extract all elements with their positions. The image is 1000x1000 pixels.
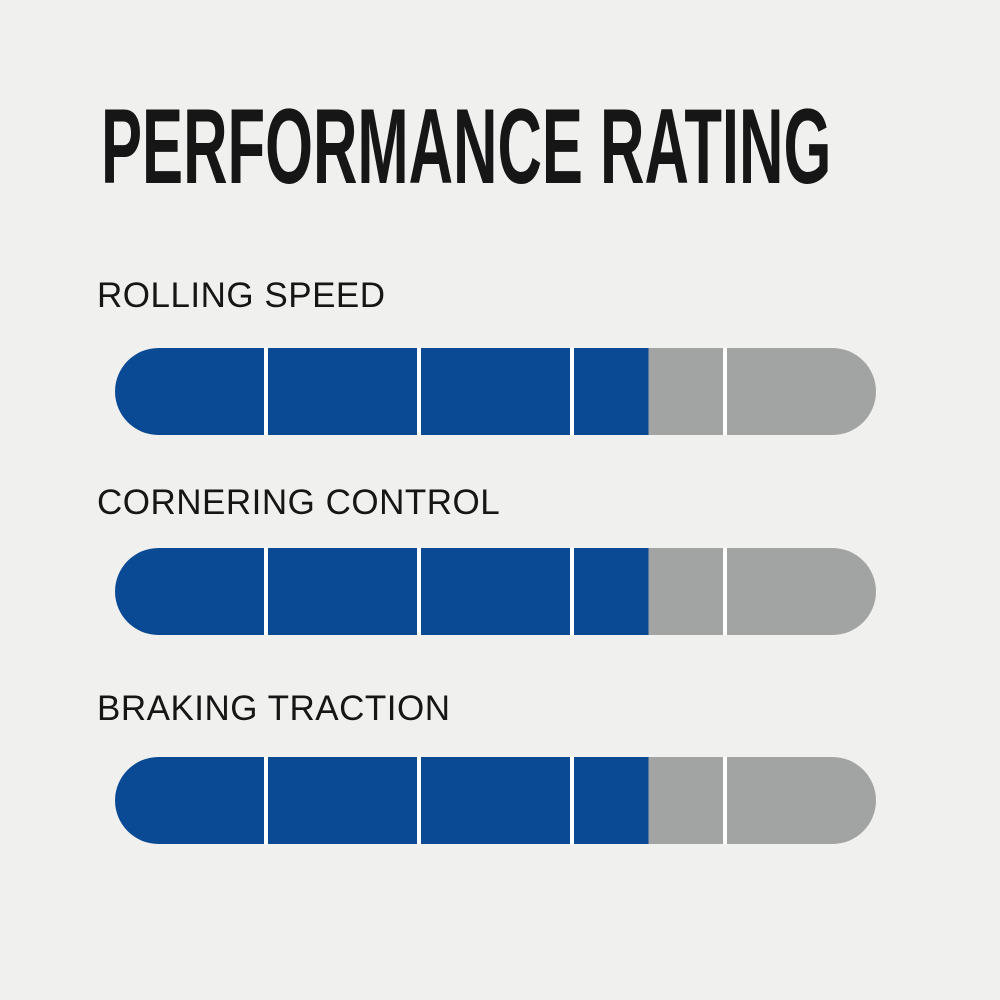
rating-segment — [115, 757, 264, 844]
rating-segment — [115, 348, 264, 435]
rating-segment — [268, 757, 417, 844]
rating-segment — [115, 548, 264, 635]
chart-title: PERFORMANCE RATING — [101, 86, 832, 206]
rating-segment — [421, 348, 570, 435]
rating-segment — [268, 548, 417, 635]
rating-segment — [574, 548, 723, 635]
metric-label-braking-traction: BRAKING TRACTION — [97, 689, 451, 728]
metric-label-rolling-speed: ROLLING SPEED — [97, 276, 386, 315]
rating-segment — [574, 348, 723, 435]
rating-segment — [727, 548, 876, 635]
metric-label-cornering-control: CORNERING CONTROL — [97, 483, 501, 522]
rating-segment — [268, 348, 417, 435]
rating-segment — [574, 757, 723, 844]
rating-segment — [421, 757, 570, 844]
rating-bar-rolling-speed — [115, 348, 876, 435]
rating-segment — [727, 348, 876, 435]
rating-segment — [421, 548, 570, 635]
rating-bar-cornering-control — [115, 548, 876, 635]
rating-bar-braking-traction — [115, 757, 876, 844]
rating-segment — [727, 757, 876, 844]
